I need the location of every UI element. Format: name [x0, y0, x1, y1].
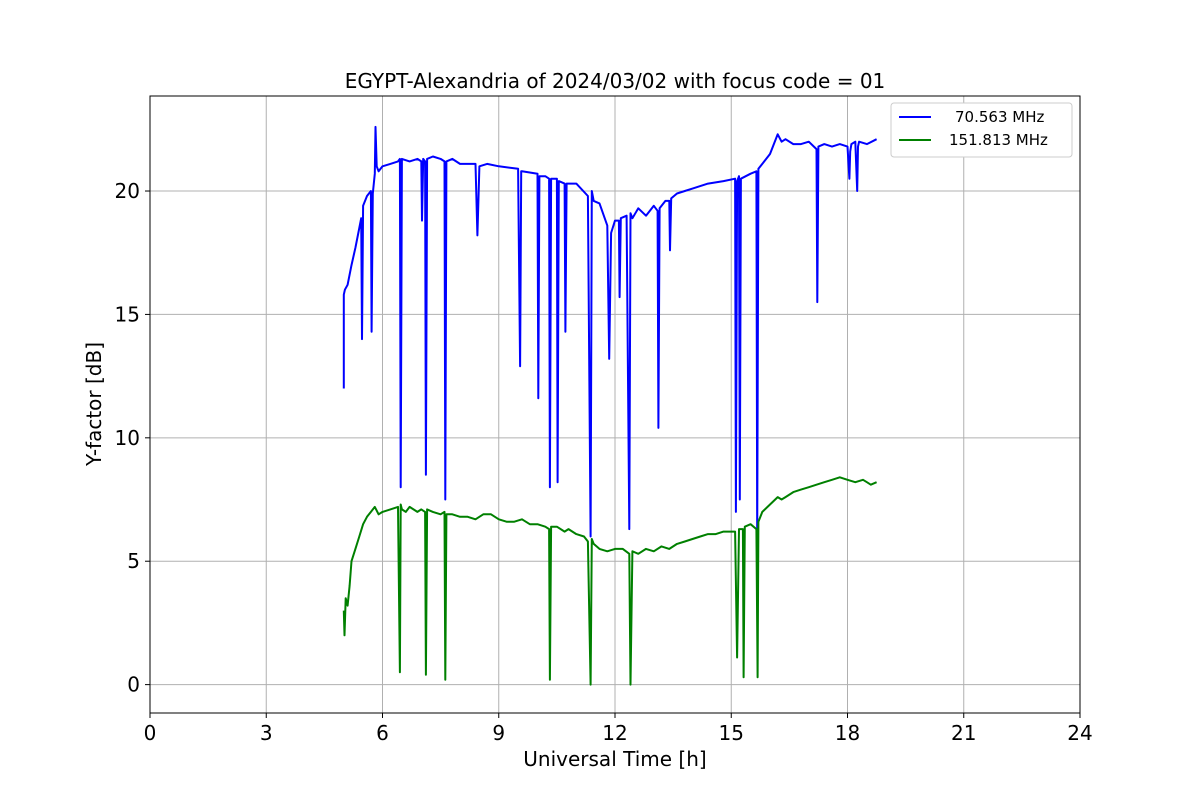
y-axis-label: Y-factor [dB]	[82, 342, 106, 467]
x-tick-label: 6	[376, 721, 389, 745]
x-tick-label: 3	[260, 721, 273, 745]
x-tick-label: 9	[492, 721, 505, 745]
grid-lines	[149, 96, 1081, 713]
y-tick-label: 15	[115, 302, 140, 326]
x-tick-label: 24	[1067, 721, 1092, 745]
x-tick-label: 15	[719, 721, 744, 745]
legend-label-70563: 70.563 MHz	[955, 108, 1044, 126]
series-line-70563-mhz	[342, 125, 878, 538]
y-tick-label: 0	[127, 673, 140, 697]
legend-box	[890, 102, 1073, 158]
x-tick-label: 21	[951, 721, 976, 745]
x-tick-label: 12	[602, 721, 627, 745]
x-tick-label: 18	[835, 721, 860, 745]
chart-title: EGYPT-Alexandria of 2024/03/02 with focu…	[345, 69, 886, 93]
x-axis-label: Universal Time [h]	[523, 747, 706, 771]
legend: 70.563 MHz 151.813 MHz	[890, 102, 1073, 158]
legend-label-151813: 151.813 MHz	[949, 131, 1048, 149]
y-tick-label: 20	[115, 179, 140, 203]
y-tick-label: 5	[127, 549, 140, 573]
axis-ticks: 0 3 6 9 12 15 18 21 24 0 5 10 15 20	[115, 179, 1093, 745]
y-tick-label: 10	[115, 426, 140, 450]
x-tick-label: 0	[144, 721, 157, 745]
series-line-151813-mhz	[342, 476, 877, 686]
series-layer	[342, 125, 878, 686]
